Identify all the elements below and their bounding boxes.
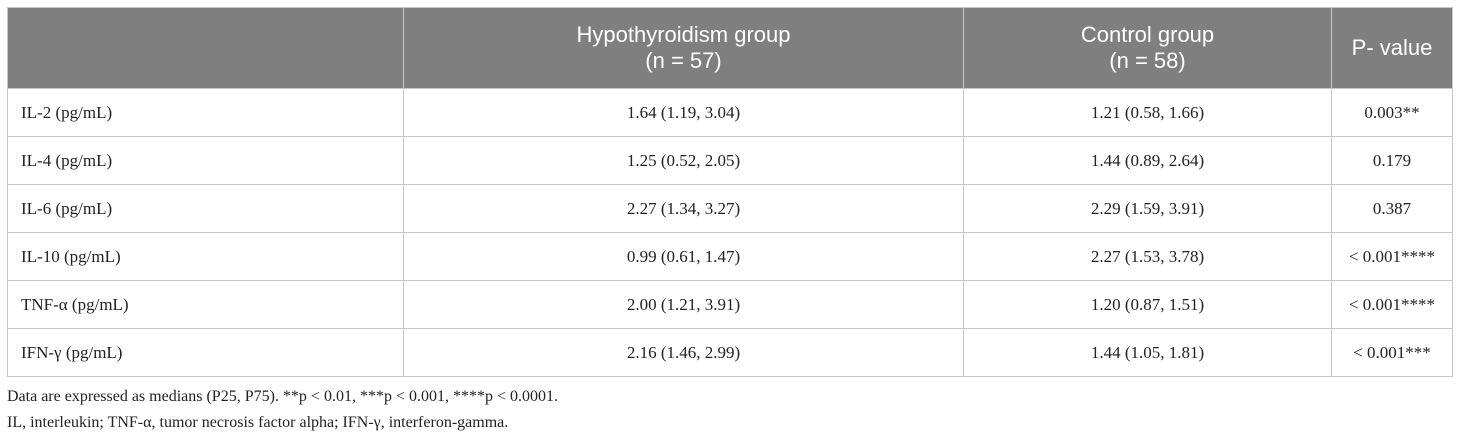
header-line: Hypothyroidism group xyxy=(576,22,791,47)
cell: 2.29 (1.59, 3.91) xyxy=(963,184,1332,233)
header-cell: Hypothyroidism group (n = 57) xyxy=(403,7,964,89)
row-label: IL-6 (pg/mL) xyxy=(7,184,404,233)
row-label: IL-4 (pg/mL) xyxy=(7,136,404,185)
footnotes: Data are expressed as medians (P25, P75)… xyxy=(7,384,558,436)
cell: < 0.001*** xyxy=(1331,328,1453,377)
table-row: IL-10 (pg/mL) 0.99 (0.61, 1.47) 2.27 (1.53… xyxy=(7,232,1453,281)
header-cell: P- value xyxy=(1331,7,1453,89)
cell: < 0.001**** xyxy=(1331,280,1453,329)
data-table: Hypothyroidism group (n = 57) Control grou… xyxy=(7,7,1453,377)
footnote: Data are expressed as medians (P25, P75)… xyxy=(7,388,558,405)
table-row: IL-6 (pg/mL) 2.27 (1.34, 3.27) 2.29 (1.59,… xyxy=(7,184,1453,233)
cell: 0.003** xyxy=(1331,88,1453,137)
table-row: TNF-α (pg/mL) 2.00 (1.21, 3.91) 1.20 (0.87… xyxy=(7,280,1453,329)
header-line: (n = 57) xyxy=(645,48,722,73)
cell: 1.21 (0.58, 1.66) xyxy=(963,88,1332,137)
row-label: IL-2 (pg/mL) xyxy=(7,88,404,137)
cell: 2.27 (1.34, 3.27) xyxy=(403,184,964,233)
row-label: IFN-γ (pg/mL) xyxy=(7,328,404,377)
header-line: Control group xyxy=(1080,22,1215,47)
row-label: IL-10 (pg/mL) xyxy=(7,232,404,281)
row-label: TNF-α (pg/mL) xyxy=(7,280,404,329)
table-row: IL-4 (pg/mL) 1.25 (0.52, 2.05) 1.44 (0.89,… xyxy=(7,136,1453,185)
table-body: IL-2 (pg/mL) 1.64 (1.19, 3.04) 1.21 (0.58,… xyxy=(7,88,1453,377)
cell: 2.16 (1.46, 2.99) xyxy=(403,328,964,377)
cell: 0.99 (0.61, 1.47) xyxy=(403,232,964,281)
header-cell: Control group (n = 58) xyxy=(963,7,1332,89)
cell: 1.20 (0.87, 1.51) xyxy=(963,280,1332,329)
table-row: IFN-γ (pg/mL) 2.16 (1.46, 2.99) 1.44 (1.05… xyxy=(7,328,1453,377)
cell: 2.27 (1.53, 3.78) xyxy=(963,232,1332,281)
cell: 0.179 xyxy=(1331,136,1453,185)
header-row: Hypothyroidism group (n = 57) Control grou… xyxy=(7,7,1453,89)
cell: < 0.001**** xyxy=(1331,232,1453,281)
table-row: IL-2 (pg/mL) 1.64 (1.19, 3.04) 1.21 (0.58,… xyxy=(7,88,1453,137)
cell: 1.64 (1.19, 3.04) xyxy=(403,88,964,137)
header-line: P- value xyxy=(1351,35,1433,60)
footnote: IL, interleukin; TNF-α, tumor necrosis f… xyxy=(7,414,509,431)
cell: 1.25 (0.52, 2.05) xyxy=(403,136,964,185)
header-line: (n = 58) xyxy=(1109,48,1186,73)
header-cell xyxy=(7,7,404,89)
cell: 1.44 (1.05, 1.81) xyxy=(963,328,1332,377)
cell: 2.00 (1.21, 3.91) xyxy=(403,280,964,329)
cell: 1.44 (0.89, 2.64) xyxy=(963,136,1332,185)
cell: 0.387 xyxy=(1331,184,1453,233)
